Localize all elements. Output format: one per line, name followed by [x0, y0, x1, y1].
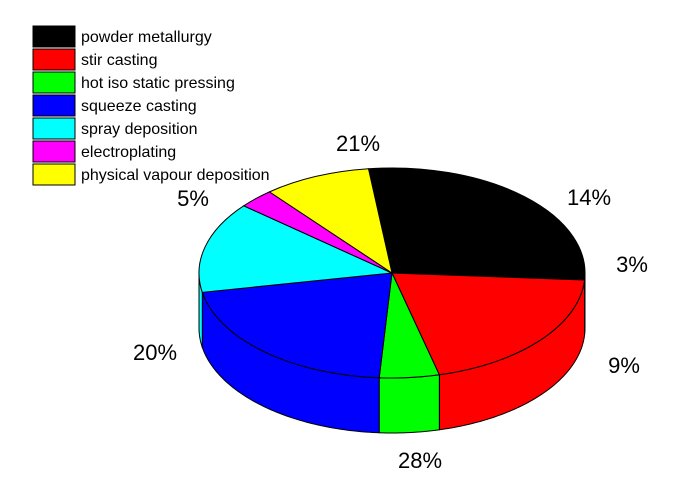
data-label-squeeze-casting: 21% — [336, 131, 380, 156]
pie-slice-squeeze-casting — [201, 272, 393, 379]
data-label-electroplating: 3% — [616, 252, 648, 277]
pie-tops — [198, 167, 586, 379]
pie-slice-spray-deposition — [198, 205, 394, 293]
legend-swatch-spray-deposition — [32, 117, 76, 140]
legend-label-stir-casting: stir casting — [81, 52, 157, 69]
legend-label-physical-vapour-deposition: physical vapour deposition — [81, 167, 270, 184]
data-label-powder-metallurgy: 28% — [398, 448, 442, 473]
legend-swatch-physical-vapour-deposition — [32, 163, 76, 186]
legend-swatch-squeeze-casting — [32, 94, 76, 117]
data-label-physical-vapour-deposition: 9% — [608, 353, 640, 378]
pie-slice-physical-vapour-deposition — [268, 168, 393, 275]
legend: powder metallurgy stir casting hot iso sta… — [32, 25, 270, 186]
legend-label-electroplating: electroplating — [81, 144, 176, 161]
legend-swatch-stir-casting — [32, 48, 76, 71]
legend-label-powder-metallurgy: powder metallurgy — [81, 29, 212, 46]
pie-side-hot-iso-static-pressing — [378, 374, 440, 434]
pie-slice-stir-casting — [391, 272, 586, 376]
legend-swatch-powder-metallurgy — [32, 25, 76, 48]
data-label-stir-casting: 20% — [133, 340, 177, 365]
legend-label-spray-deposition: spray deposition — [81, 121, 198, 138]
pie-labels: 28% 20% 5% 21% 14% 3% 9% — [133, 131, 648, 473]
data-label-hot-iso-static-pressing: 5% — [177, 186, 209, 211]
legend-swatch-hot-iso-static-pressing — [32, 71, 76, 94]
legend-swatch-electroplating — [32, 140, 76, 163]
data-label-spray-deposition: 14% — [567, 185, 611, 210]
pie-slice-powder-metallurgy — [367, 167, 586, 281]
legend-label-hot-iso-static-pressing: hot iso static pressing — [81, 75, 235, 92]
legend-label-squeeze-casting: squeeze casting — [81, 98, 197, 115]
